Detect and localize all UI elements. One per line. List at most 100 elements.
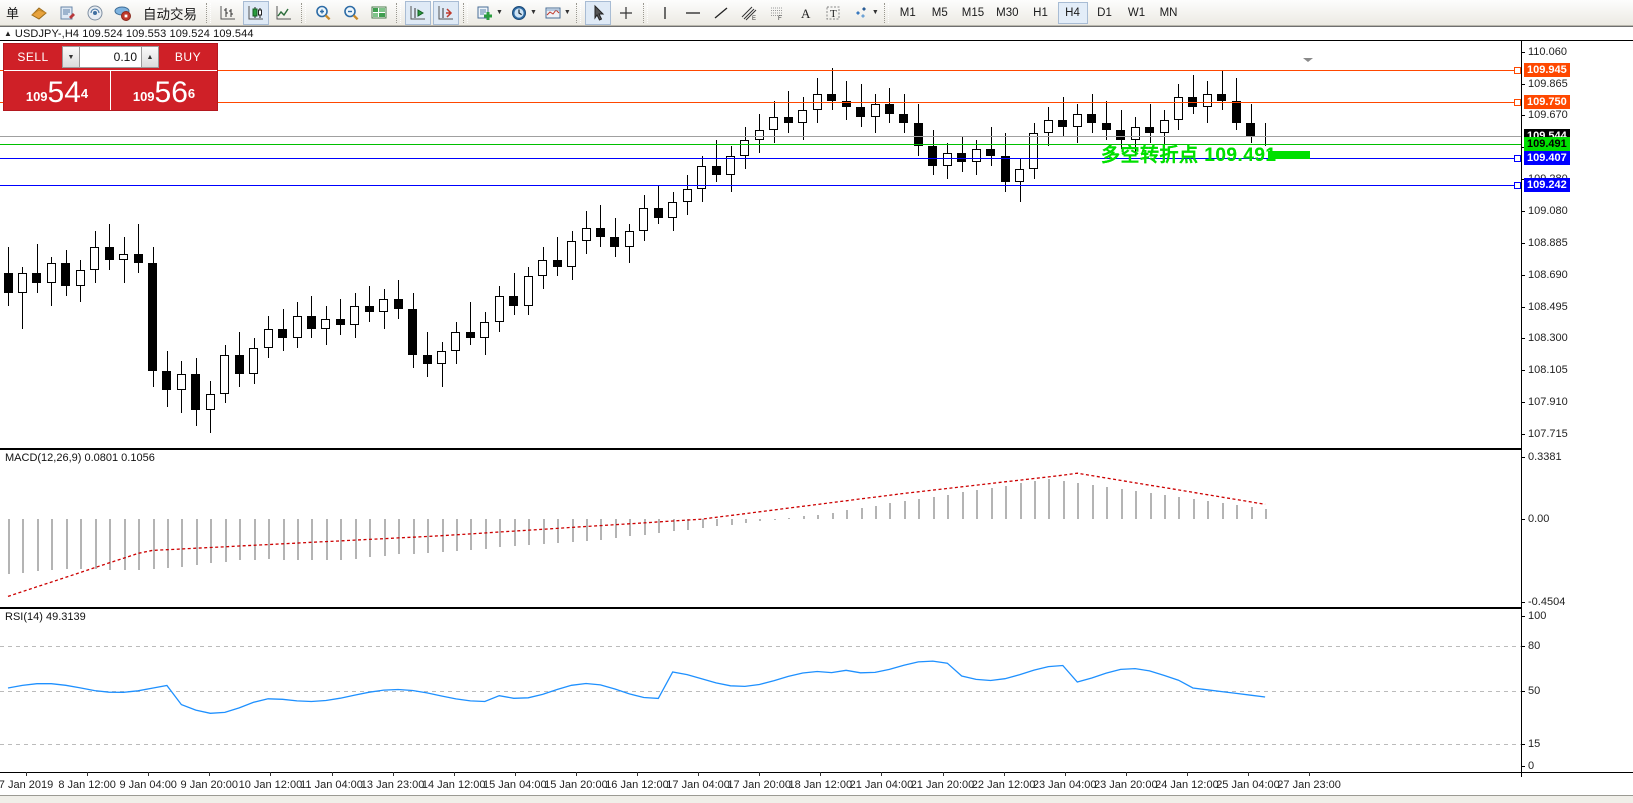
macd-histogram-bar (355, 519, 357, 559)
zoom-out-icon[interactable] (338, 1, 364, 25)
price-tick-label: 107.910 (1528, 395, 1568, 408)
collapse-triangle-icon[interactable] (1303, 58, 1313, 62)
auto-scroll-icon[interactable] (433, 0, 460, 25)
pane-divider-macd[interactable] (0, 448, 1521, 450)
zoom-in-icon[interactable] (310, 1, 336, 25)
rsi-pane[interactable] (0, 610, 1521, 772)
horizontal-line-icon[interactable] (680, 1, 706, 25)
price-level-label[interactable]: 109.750 (1524, 95, 1570, 110)
trendline-icon[interactable] (708, 1, 734, 25)
price-level-line[interactable] (0, 70, 1521, 72)
macd-histogram-bar (832, 513, 834, 520)
price-level-line[interactable] (0, 184, 1521, 186)
macd-histogram-bar (1092, 484, 1094, 520)
bar-chart-icon[interactable] (215, 1, 241, 25)
metaeditor-icon[interactable] (54, 1, 80, 25)
chart-window[interactable]: ▲ USDJPY-,H4 109.524 109.553 109.524 109… (0, 26, 1633, 803)
chevron-down-icon[interactable]: ▼ (563, 9, 571, 16)
candle-wick (1222, 71, 1223, 111)
price-level-label[interactable]: 109.945 (1524, 63, 1570, 78)
caret-down-icon[interactable]: ▼ (63, 47, 80, 67)
one-click-trading-panel[interactable]: SELL ▼ 0.10 ▲ BUY 109 54 4 109 56 6 (3, 43, 218, 111)
tile-windows-icon[interactable] (366, 1, 392, 25)
new-order-icon[interactable]: 单 (6, 6, 20, 21)
chart-annotation-rectangle[interactable] (1268, 151, 1310, 159)
price-pane[interactable] (0, 42, 1521, 449)
shapes-icon[interactable] (848, 1, 874, 25)
macd-histogram-bar (1251, 507, 1253, 520)
price-tick (1521, 243, 1525, 244)
candle-wick (22, 266, 23, 329)
buy-button[interactable]: BUY (174, 50, 202, 64)
svg-text:A: A (801, 6, 811, 21)
text-object-icon[interactable]: T (820, 1, 846, 25)
candle-body (1131, 126, 1140, 140)
cursor-icon[interactable] (584, 0, 611, 25)
macd-histogram-bar (1063, 480, 1065, 520)
timeframe-w1[interactable]: W1 (1127, 6, 1146, 19)
timeframe-m5[interactable]: M5 (931, 6, 948, 19)
candle-body (1044, 120, 1053, 134)
timeframe-h4[interactable]: H4 (1057, 1, 1088, 24)
order-level-handle[interactable] (1514, 155, 1521, 163)
price-tick-label: 107.715 (1528, 427, 1568, 440)
market-icon[interactable] (110, 1, 136, 25)
order-level-handle[interactable] (1514, 67, 1521, 75)
indicators-icon[interactable] (472, 1, 498, 25)
timeframe-mn[interactable]: MN (1159, 6, 1178, 19)
price-level-line[interactable] (0, 135, 1521, 137)
timeframe-m30[interactable]: M30 (996, 6, 1019, 19)
timeframe-h1[interactable]: H1 (1033, 6, 1048, 19)
candle-wick (658, 185, 659, 225)
sell-price[interactable]: 109 54 4 (4, 70, 110, 110)
candle-wick (369, 286, 370, 322)
equidistant-channel-icon[interactable]: E (736, 1, 762, 25)
price-level-label[interactable]: 109.491 (1524, 137, 1570, 152)
volume-input[interactable]: 0.10 (80, 47, 141, 67)
macd-pane[interactable] (0, 451, 1521, 608)
chart-annotation-label[interactable]: 多空转折点 109.491 (1101, 145, 1277, 166)
macd-histogram-bar (528, 519, 530, 546)
macd-histogram-bar (326, 519, 328, 561)
volume-stepper[interactable]: ▼ 0.10 ▲ (62, 46, 159, 68)
time-axis-tick (270, 772, 271, 776)
caret-up-icon[interactable]: ▲ (141, 47, 158, 67)
templates-icon[interactable] (540, 1, 566, 25)
period-clock-icon[interactable] (506, 1, 532, 25)
chevron-down-icon[interactable]: ▼ (871, 9, 879, 16)
buy-price-big: 56 (154, 76, 188, 109)
timeframe-m15[interactable]: M15 (961, 6, 985, 19)
candle-body (1160, 120, 1169, 134)
chevron-down-icon[interactable]: ▼ (529, 9, 537, 16)
timeframe-d1[interactable]: D1 (1097, 6, 1112, 19)
sell-button[interactable]: SELL (17, 50, 49, 64)
price-scale-axis (1521, 41, 1522, 777)
order-level-handle[interactable] (1514, 181, 1521, 189)
price-level-label[interactable]: 109.242 (1524, 177, 1570, 192)
restore-arrow-icon[interactable]: ▲ (4, 29, 12, 38)
auto-trading-button[interactable]: 自动交易 (143, 6, 198, 22)
candle-body (755, 129, 764, 140)
signals-icon[interactable] (82, 1, 108, 25)
price-level-label[interactable]: 109.407 (1524, 151, 1570, 166)
timeframe-m1[interactable]: M1 (899, 6, 916, 19)
book-icon[interactable] (26, 1, 52, 25)
price-level-line[interactable] (0, 158, 1521, 160)
chevron-down-icon[interactable]: ▼ (496, 9, 503, 16)
fibonacci-icon[interactable]: F (764, 1, 790, 25)
macd-histogram-bar (774, 519, 776, 521)
time-axis-tick (87, 772, 88, 776)
chart-shift-icon[interactable] (405, 0, 432, 25)
price-level-line[interactable] (0, 144, 1521, 146)
crosshair-icon[interactable] (613, 1, 639, 25)
rsi-header: RSI(14) 49.3139 (3, 611, 88, 623)
price-level-line[interactable] (0, 102, 1521, 104)
vertical-line-icon[interactable] (652, 1, 678, 25)
order-level-handle[interactable] (1514, 99, 1521, 107)
buy-price[interactable]: 109 56 6 (110, 70, 217, 110)
candle-body (697, 165, 706, 189)
text-label-icon[interactable]: A (792, 1, 818, 25)
candlestick-chart-icon[interactable] (243, 0, 270, 25)
pane-divider-rsi[interactable] (0, 607, 1521, 609)
line-chart-icon[interactable] (271, 1, 297, 25)
